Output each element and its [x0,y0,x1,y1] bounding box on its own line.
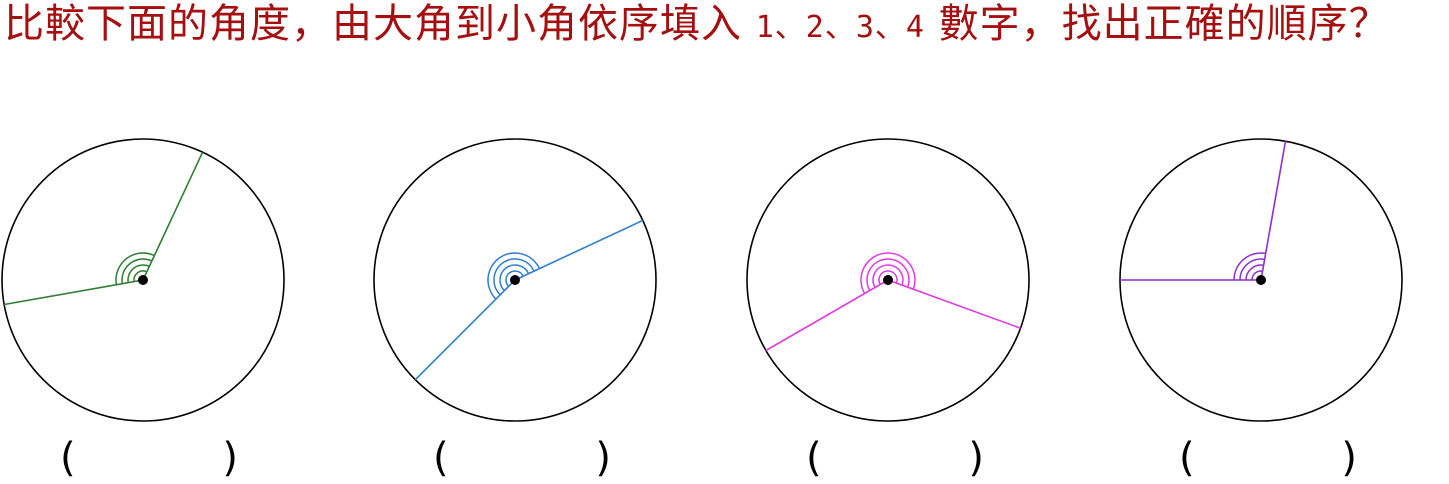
vertex-dot [510,275,520,285]
angle-ray [414,279,516,381]
angle-arc-mark [1239,258,1265,281]
angle-arc-mark [115,252,155,285]
angle-ray [142,151,204,281]
left-paren: ( [60,435,76,481]
question-text: 比較下面的角度，由大角到小角依序填入 1、2、3、4 數字，找出正確的順序？ [4,2,1444,50]
angle-arc-mark [860,252,916,294]
angle-arc-mark [1233,252,1266,281]
angle-arc-mark [1251,270,1263,281]
answer-blank-3[interactable]: ( ) [806,432,984,484]
vertex-dot [138,275,148,285]
angle-ray [765,279,889,352]
angle-arc-mark [872,264,904,288]
angle-arc-mark [127,264,150,283]
question-numbers: 1、2、3、4 [755,10,925,45]
answer-blank-1[interactable]: ( ) [60,432,238,484]
answer-blank-2[interactable]: ( ) [433,432,611,484]
angle-arc-mark [121,258,153,284]
left-paren: ( [433,435,449,481]
angle-ray [887,279,1021,329]
angle-arc-mark [1245,264,1264,281]
vertex-dot [1256,275,1266,285]
right-paren: ) [222,435,238,481]
angle-figure-3 [746,138,1030,422]
left-paren: ( [1179,435,1195,481]
circle-outline [1,138,285,422]
angle-arc-mark [505,270,524,287]
angle-ray [4,279,144,306]
angle-ray [514,219,644,281]
angle-figure-4 [1119,138,1403,422]
angle-ray [1260,141,1287,281]
angle-arc-mark [499,264,530,292]
angle-arc-mark [133,270,148,282]
angle-figure-2 [373,138,657,422]
right-paren: ) [595,435,611,481]
answer-blank-4[interactable]: ( ) [1179,432,1357,484]
angle-arc-mark [878,270,898,285]
question-text-part2: 數字，找出正確的順序？ [924,1,1390,47]
circle-outline [746,138,1030,422]
angle-arc-mark [487,252,541,300]
angle-arc-mark [866,258,910,291]
vertex-dot [883,275,893,285]
right-paren: ) [1341,435,1357,481]
right-paren: ) [968,435,984,481]
angle-arc-mark [493,258,535,296]
left-paren: ( [806,435,822,481]
circle-outline [373,138,657,422]
question-text-part1: 比較下面的角度，由大角到小角依序填入 [4,1,756,47]
angle-figure-1 [1,138,285,422]
